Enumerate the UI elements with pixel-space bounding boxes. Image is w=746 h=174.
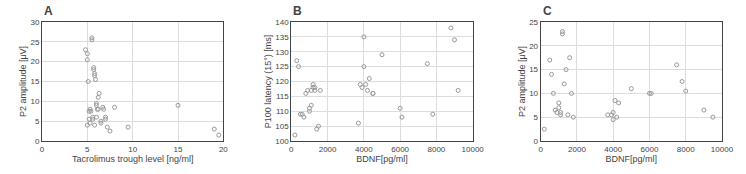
- svg-text:BDNF[pg/ml]: BDNF[pg/ml]: [356, 154, 408, 164]
- svg-text:30: 30: [30, 18, 39, 27]
- svg-text:5: 5: [35, 117, 40, 126]
- svg-text:0: 0: [538, 145, 543, 154]
- svg-text:8000: 8000: [677, 145, 695, 154]
- svg-text:2000: 2000: [568, 145, 586, 154]
- svg-text:10: 10: [30, 97, 39, 106]
- svg-text:140: 140: [275, 18, 289, 27]
- svg-text:15: 15: [529, 65, 538, 74]
- svg-text:B: B: [293, 4, 302, 18]
- svg-text:5: 5: [85, 145, 90, 154]
- svg-text:0: 0: [534, 137, 539, 146]
- svg-text:115: 115: [276, 92, 289, 101]
- svg-text:P2 amplitude [μV]: P2 amplitude [μV]: [18, 46, 28, 117]
- svg-text:20: 20: [219, 145, 228, 154]
- svg-text:100: 100: [275, 137, 289, 146]
- svg-text:135: 135: [275, 33, 289, 42]
- svg-text:A: A: [44, 4, 53, 18]
- svg-text:5: 5: [534, 113, 539, 122]
- svg-text:10000: 10000: [462, 145, 485, 154]
- svg-text:25: 25: [529, 18, 538, 27]
- svg-text:8000: 8000: [428, 145, 446, 154]
- svg-text:4000: 4000: [355, 145, 373, 154]
- svg-text:20: 20: [529, 42, 538, 51]
- svg-text:120: 120: [275, 77, 289, 86]
- svg-text:25: 25: [30, 38, 39, 47]
- svg-text:15: 15: [174, 145, 183, 154]
- svg-text:Tacrolimus trough level [ng/ml: Tacrolimus trough level [ng/ml]: [72, 154, 194, 164]
- svg-text:0: 0: [40, 145, 45, 154]
- svg-text:20: 20: [30, 57, 39, 66]
- svg-text:0: 0: [35, 137, 40, 146]
- svg-text:10: 10: [128, 145, 137, 154]
- svg-text:2000: 2000: [319, 145, 337, 154]
- svg-text:15: 15: [30, 77, 39, 86]
- svg-text:10000: 10000: [711, 145, 734, 154]
- svg-text:10: 10: [529, 89, 538, 98]
- svg-text:110: 110: [276, 107, 289, 116]
- svg-text:6000: 6000: [641, 145, 659, 154]
- svg-text:4000: 4000: [604, 145, 622, 154]
- svg-text:0: 0: [289, 145, 294, 154]
- svg-text:125: 125: [275, 62, 289, 71]
- svg-text:130: 130: [275, 48, 289, 57]
- svg-text:BDNF[pg/ml]: BDNF[pg/ml]: [606, 154, 658, 164]
- svg-text:6000: 6000: [391, 145, 409, 154]
- svg-text:P100 latency (15°) [ms]: P100 latency (15°) [ms]: [263, 35, 273, 129]
- svg-text:P2 amplitude [μV]: P2 amplitude [μV]: [517, 46, 527, 117]
- svg-text:C: C: [543, 4, 552, 18]
- svg-text:105: 105: [275, 122, 289, 131]
